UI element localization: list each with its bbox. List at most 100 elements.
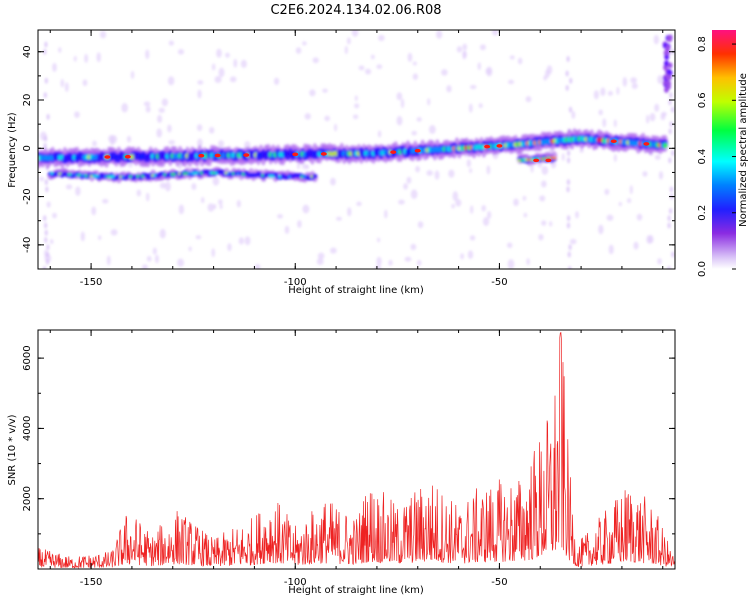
colorbar-ticks: 0.0 0.2 0.4 0.6 0.8: [697, 36, 736, 277]
spectrogram-stripe: [45, 186, 49, 193]
spectrogram-speckle: [446, 85, 452, 93]
spectrogram-speckle: [436, 30, 443, 39]
spectrogram-stripe: [668, 208, 673, 215]
spectrogram-speckle: [653, 34, 660, 45]
spectrogram-speckle: [400, 98, 405, 109]
spectrogram-main-peak: [663, 142, 668, 149]
spectrogram-hotspot: [484, 144, 491, 149]
spectrogram-speckle: [636, 213, 643, 221]
spectrogram-speckle: [46, 201, 51, 208]
spectrogram-stripe: [567, 215, 571, 222]
spectrogram-speckle: [97, 235, 102, 241]
spectrogram-speckle: [84, 53, 89, 64]
spectrogram-speckle: [523, 212, 528, 218]
spectrogram-speckle: [441, 69, 448, 76]
spectrogram-speckle: [80, 231, 85, 242]
spectrogram-speckle: [225, 52, 230, 58]
spectrogram-speckle: [642, 171, 648, 177]
spectrogram-speckle: [145, 49, 150, 60]
spectrogram-stripe: [566, 179, 571, 186]
spectrogram-speckle: [216, 48, 222, 58]
spectrogram-speckle: [645, 114, 650, 124]
spectrogram-speckle: [356, 201, 362, 207]
spectrogram-speckle: [324, 115, 331, 122]
spectrogram-speckle: [165, 181, 171, 192]
spectrogram-speckle: [197, 89, 202, 99]
colorbar-tick-label: 0.8: [697, 36, 708, 52]
spectrogram-speckle: [74, 111, 80, 118]
spectrogram-speckle: [334, 123, 338, 132]
chart-title: C2E6.2024.134.02.06.R08: [270, 3, 441, 18]
spectrogram-speckle: [427, 98, 431, 106]
spectrogram-speckle: [304, 113, 311, 120]
spectrogram-ticks: -150 -100 -50 -40 -20 0 20 40: [22, 30, 675, 288]
spectrogram-speckle: [434, 170, 440, 180]
spectrogram-speckle: [212, 176, 220, 186]
spectrogram-stripe: [668, 99, 672, 106]
spectrogram-speckle: [178, 204, 185, 215]
spectrogram-speckle: [602, 118, 607, 128]
spectrogram-speckle: [197, 80, 204, 85]
spectrogram-speckle: [479, 44, 486, 51]
spectrogram-speckle: [608, 244, 614, 255]
spectrogram-speckle: [593, 90, 599, 100]
spectrogram-speckle: [613, 154, 617, 163]
spectrogram-speckle: [214, 76, 222, 84]
spectrogram-speckle: [633, 241, 639, 250]
spectrogram-hotspot: [243, 153, 250, 157]
spectrogram-speckle: [486, 66, 493, 77]
spectrogram-speckle: [428, 125, 436, 134]
spectrogram-stripe: [565, 84, 569, 91]
spectrogram-speckle: [412, 73, 419, 80]
spectrogram-speckle: [629, 185, 633, 195]
spectrogram-speckle: [312, 57, 319, 64]
spectrogram-stripe: [44, 179, 48, 186]
spectrogram-speckle: [607, 90, 613, 96]
spectrogram-speckle: [168, 40, 175, 46]
spectrogram-stripe: [43, 92, 47, 99]
spectrogram-speckle: [660, 113, 666, 121]
colorbar-tick-label: 0.0: [697, 261, 708, 277]
spectrogram-hotspot: [104, 155, 111, 159]
spectrogram-speckle: [108, 134, 115, 143]
spectrogram-speckle: [598, 109, 603, 116]
spectrogram-stripe: [566, 157, 571, 164]
spectrogram-speckle: [146, 255, 152, 262]
colorbar-tick-label: 0.2: [697, 205, 708, 221]
spectrogram-stripe: [568, 106, 573, 113]
spectrogram-ytick-label: 20: [22, 94, 33, 107]
spectrogram-speckle: [426, 170, 433, 176]
spectrogram-speckle: [167, 76, 175, 86]
spectrogram-speckle: [541, 165, 549, 175]
spectrogram-stripe: [565, 70, 569, 77]
spectrogram-speckle: [336, 216, 342, 221]
spectrogram-speckle: [470, 205, 474, 214]
spectrogram-speckle: [219, 204, 223, 210]
spectrogram-speckle: [316, 257, 324, 266]
spectrogram-speckle: [244, 236, 251, 246]
spectrogram-speckle: [64, 82, 69, 93]
spectrogram-speckle: [60, 78, 65, 88]
spectrogram-stripe: [44, 229, 48, 236]
colorbar-gradient: [712, 30, 736, 269]
spectrogram-speckle: [598, 224, 604, 235]
spectrogram-stripe: [669, 92, 673, 99]
spectrogram-speckle: [284, 225, 290, 235]
spectrogram-stripe: [569, 77, 573, 84]
spectrogram-speckle: [330, 247, 337, 254]
spectrogram-speckle: [377, 130, 382, 138]
spectrogram-speckle: [347, 207, 352, 217]
spectrogram-speckle: [211, 248, 215, 258]
spectrogram-speckle: [296, 163, 301, 170]
spectrogram-stripe: [567, 251, 571, 258]
spectrogram-stripe: [669, 186, 673, 193]
spectrogram-speckle: [364, 68, 372, 75]
spectrogram-edge-feature: [667, 62, 673, 69]
spectrogram-ylabel: Frequency (Hz): [7, 112, 18, 188]
spectrogram-speckle: [159, 228, 166, 239]
spectrogram-speckle: [486, 165, 491, 175]
spectrogram-speckle: [302, 41, 307, 46]
spectrogram-speckle: [575, 211, 579, 219]
spectrogram-branch-peak: [551, 156, 557, 160]
snr-ytick-label: 6000: [22, 345, 33, 370]
